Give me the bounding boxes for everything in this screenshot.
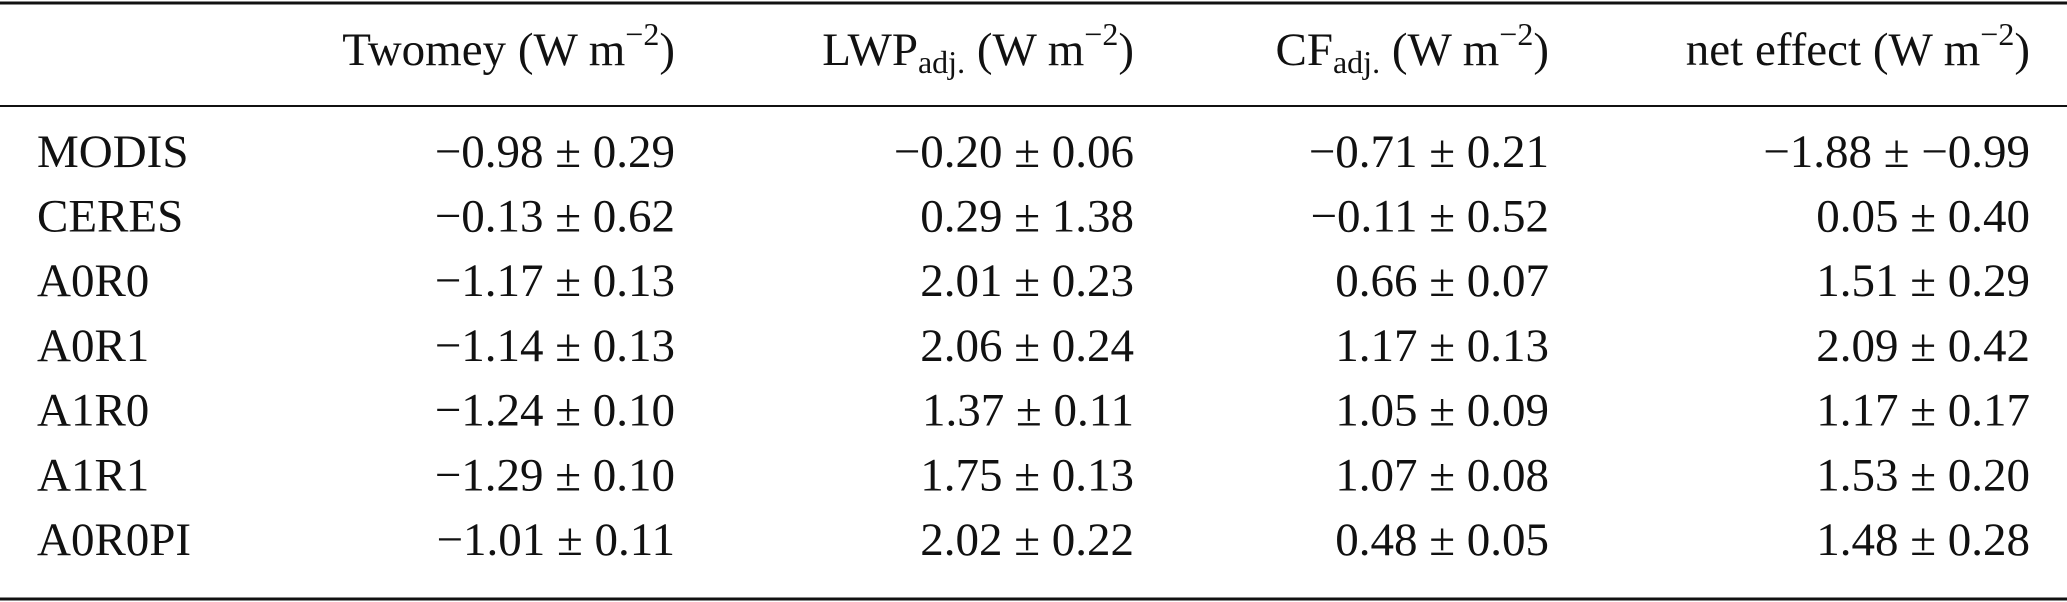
row-label: A0R0 xyxy=(37,255,149,307)
row-label: CERES xyxy=(37,190,183,242)
header-sup: −2 xyxy=(1499,16,1533,52)
header-unit: (W m xyxy=(506,24,625,76)
row-label: A1R1 xyxy=(37,449,149,501)
header-close: ) xyxy=(659,24,675,76)
cell-value: 0.05 ± 0.40 xyxy=(1816,190,2030,242)
header-sub: adj. xyxy=(1333,44,1380,80)
cell-value: 0.48 ± 0.05 xyxy=(1335,514,1549,566)
column-header: Twomey (W m−2) xyxy=(342,16,675,75)
cell-value: 1.17 ± 0.17 xyxy=(1816,385,2030,437)
row-label: A1R0 xyxy=(37,385,149,437)
header-unit: (W m xyxy=(1861,24,1980,76)
cell-value: 1.75 ± 0.13 xyxy=(920,449,1134,501)
cell-value: −1.14 ± 0.13 xyxy=(435,320,675,372)
column-header: net effect (W m−2) xyxy=(1686,16,2030,75)
header-main: Twomey xyxy=(342,24,506,76)
row-label: MODIS xyxy=(37,126,188,178)
cell-value: −1.01 ± 0.11 xyxy=(436,514,675,566)
header-unit: (W m xyxy=(1380,24,1499,76)
cell-value: 1.51 ± 0.29 xyxy=(1816,255,2030,307)
cell-value: 1.37 ± 0.11 xyxy=(922,385,1134,437)
cell-value: −0.71 ± 0.21 xyxy=(1309,126,1549,178)
header-sup: −2 xyxy=(625,16,659,52)
header-main: LWP xyxy=(822,24,918,76)
cell-value: 2.09 ± 0.42 xyxy=(1816,320,2030,372)
cell-value: 1.53 ± 0.20 xyxy=(1816,449,2030,501)
cell-value: 1.05 ± 0.09 xyxy=(1335,385,1549,437)
cell-value: −1.88 ± −0.99 xyxy=(1763,126,2030,178)
cell-value: 1.17 ± 0.13 xyxy=(1335,320,1549,372)
cell-value: 0.66 ± 0.07 xyxy=(1335,255,1549,307)
cell-value: 2.02 ± 0.22 xyxy=(920,514,1134,566)
header-close: ) xyxy=(1533,24,1549,76)
column-header: LWPadj. (W m−2) xyxy=(822,16,1134,80)
header-sup: −2 xyxy=(1084,16,1118,52)
header-main: net effect xyxy=(1686,24,1861,76)
cell-value: −1.17 ± 0.13 xyxy=(435,255,675,307)
cell-value: 2.01 ± 0.23 xyxy=(920,255,1134,307)
row-label: A0R1 xyxy=(37,320,149,372)
cell-value: −0.11 ± 0.52 xyxy=(1310,190,1549,242)
cell-value: −1.29 ± 0.10 xyxy=(435,449,675,501)
row-label: A0R0PI xyxy=(37,514,191,566)
cell-value: −0.98 ± 0.29 xyxy=(435,126,675,178)
cell-value: 0.29 ± 1.38 xyxy=(920,190,1134,242)
cell-value: 2.06 ± 0.24 xyxy=(920,320,1134,372)
cell-value: −1.24 ± 0.10 xyxy=(435,385,675,437)
header-close: ) xyxy=(1118,24,1134,76)
header-unit: (W m xyxy=(965,24,1084,76)
header-sup: −2 xyxy=(1980,16,2014,52)
cell-value: −0.20 ± 0.06 xyxy=(894,126,1134,178)
header-main: CF xyxy=(1275,24,1333,76)
cell-value: 1.48 ± 0.28 xyxy=(1816,514,2030,566)
column-header: CFadj. (W m−2) xyxy=(1275,16,1549,80)
header-close: ) xyxy=(2014,24,2030,76)
cell-value: 1.07 ± 0.08 xyxy=(1335,449,1549,501)
header-sub: adj. xyxy=(918,44,965,80)
cell-value: −0.13 ± 0.62 xyxy=(435,190,675,242)
